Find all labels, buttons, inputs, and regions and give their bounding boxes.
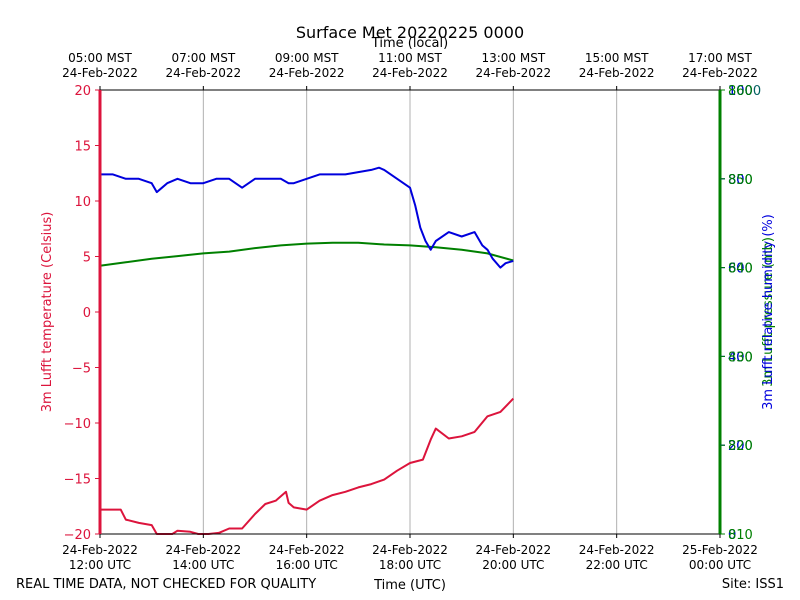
top-axis-title: Time (local) — [371, 36, 448, 51]
humidity-tick-label: 0 — [728, 528, 736, 543]
humidity-tick-label: 100 — [728, 84, 753, 99]
extra-tick-label: 600 — [728, 262, 753, 277]
pressure-tick-label: 860 — [728, 84, 753, 99]
extra-tick-label: 0 — [728, 528, 736, 543]
x-tick-label-date: 24-Feb-2022 — [62, 543, 138, 557]
x-tick-label-time: 18:00 UTC — [379, 558, 441, 572]
y-label-pressure: 3m Lufft pressure (mb) — [761, 237, 776, 387]
x-tick-label-time: 22:00 UTC — [586, 558, 648, 572]
top-tick-label-time: 15:00 MST — [585, 51, 649, 65]
x-tick-label-date: 25-Feb-2022 — [682, 543, 758, 557]
y-label-temperature: 3m Lufft temperature (Celsius) — [40, 212, 55, 413]
top-tick-label-date: 24-Feb-2022 — [682, 66, 758, 80]
3m-lufft-pressure-line — [99, 241, 514, 267]
x-tick-label-time: 00:00 UTC — [689, 558, 751, 572]
temperature-tick-label: −15 — [64, 473, 91, 488]
top-tick-label-time: 05:00 MST — [68, 51, 132, 65]
temperature-tick-label: 15 — [74, 140, 91, 155]
extra-tick-label: 1000 — [728, 84, 761, 99]
temperature-tick-label: 0 — [83, 306, 91, 321]
pressure-tick-label: 830 — [728, 350, 753, 365]
pressure-tick-label: 850 — [728, 173, 753, 188]
humidity-tick-label: 20 — [728, 439, 745, 454]
top-tick-label-date: 24-Feb-2022 — [165, 66, 241, 80]
top-tick-label-time: 17:00 MST — [688, 51, 752, 65]
temperature-tick-label: −5 — [72, 362, 91, 377]
top-tick-label-time: 07:00 MST — [171, 51, 235, 65]
vertical-gridlines — [202, 90, 618, 534]
temperature-tick-label: 20 — [74, 84, 91, 99]
top-tick-label-date: 24-Feb-2022 — [62, 66, 138, 80]
top-tick-label-time: 11:00 MST — [378, 51, 442, 65]
3m-lufft-relative-humidity-line — [100, 166, 514, 269]
extra-tick-label: 800 — [728, 173, 753, 188]
footer-site: Site: ISS1 — [722, 577, 784, 592]
x-tick-label-date: 24-Feb-2022 — [475, 543, 551, 557]
y-label-humidity: 3m Lufft relative humidity (%) — [761, 214, 776, 410]
x-tick-label-date: 24-Feb-2022 — [579, 543, 655, 557]
extra-tick-label: 200 — [728, 439, 753, 454]
humidity-tick-label: 40 — [728, 350, 745, 365]
x-tick-label-time: 20:00 UTC — [482, 558, 544, 572]
humidity-tick-label: 80 — [728, 173, 745, 188]
right-axes: 0200400600800100002040608010081082083084… — [718, 84, 761, 543]
chart-title: Surface Met 20220225 0000 — [296, 23, 524, 42]
x-tick-label-time: 12:00 UTC — [69, 558, 131, 572]
top-tick-label-date: 24-Feb-2022 — [579, 66, 655, 80]
top-tick-label-date: 24-Feb-2022 — [475, 66, 551, 80]
extra-tick-label: 400 — [728, 350, 753, 365]
pressure-tick-label: 820 — [728, 439, 753, 454]
top-tick-label-time: 09:00 MST — [275, 51, 339, 65]
temperature-tick-label: 10 — [74, 195, 91, 210]
temperature-tick-label: 5 — [83, 251, 91, 266]
temperature-tick-label: −20 — [64, 528, 91, 543]
temperature-axis: −20 −15 −10 −5 0 5 10 15 20 — [64, 84, 102, 543]
top-tick-label-date: 24-Feb-2022 — [269, 66, 345, 80]
x-tick-label-date: 24-Feb-2022 — [165, 543, 241, 557]
pressure-tick-label: 840 — [728, 262, 753, 277]
pressure-tick-label: 810 — [728, 528, 753, 543]
footer-disclaimer: REAL TIME DATA, NOT CHECKED FOR QUALITY — [16, 577, 316, 592]
x-tick-label-time: 14:00 UTC — [172, 558, 234, 572]
x-tick-label-date: 24-Feb-2022 — [372, 543, 448, 557]
x-axis-label: Time (UTC) — [373, 578, 446, 593]
top-tick-label-time: 13:00 MST — [481, 51, 545, 65]
x-tick-label-time: 16:00 UTC — [276, 558, 338, 572]
temperature-tick-label: −10 — [64, 417, 91, 432]
humidity-tick-label: 60 — [728, 262, 745, 277]
x-tick-label-date: 24-Feb-2022 — [269, 543, 345, 557]
top-tick-label-date: 24-Feb-2022 — [372, 66, 448, 80]
